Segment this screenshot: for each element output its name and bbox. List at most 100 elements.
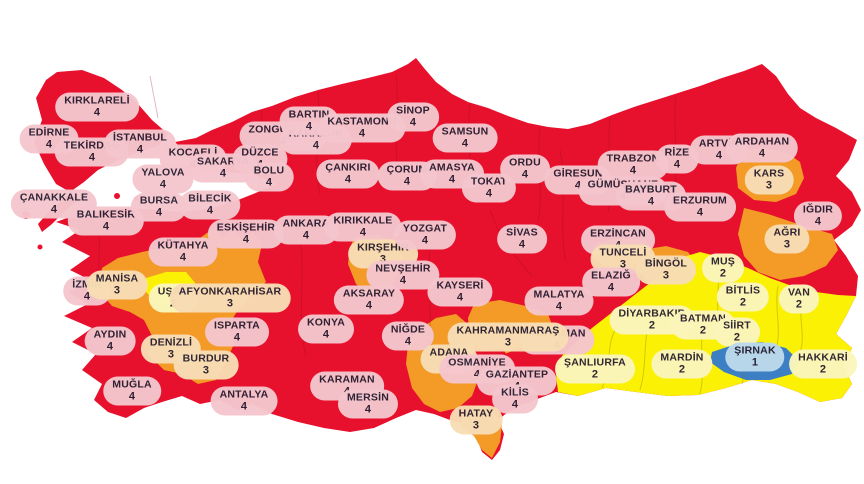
province-risk-number: 4 [179, 251, 187, 264]
island-bozcaada [37, 244, 43, 250]
province-risk-number: 4 [814, 215, 822, 228]
province-name: SİVAS [506, 226, 538, 239]
province-name: ÇORUM [386, 163, 428, 176]
province-name: ANKARA [282, 217, 330, 230]
province-bubble-kirikkale: KIRIKKALE 4 [324, 212, 402, 242]
province-bubble-afyonkarahi̇sar: AFYONKARAHİSAR 3 [169, 283, 291, 313]
province-bubble-nevşehi̇r: NEVŞEHİR 4 [366, 260, 440, 290]
province-name: ELAZIĞ [591, 269, 631, 282]
province-bubble-aksaray: AKSARAY 4 [333, 285, 405, 315]
province-name: HAKKARİ [798, 351, 848, 364]
province-bubble-çankiri: ÇANKIRI 4 [316, 159, 380, 189]
province-bubble-si̇nop: SİNOP 4 [387, 102, 439, 132]
province-risk-number: 2 [678, 363, 686, 376]
province-risk-number: 4 [448, 173, 456, 186]
province-bubble-mardi̇n: MARDİN 2 [651, 349, 713, 379]
province-risk-number: 4 [50, 203, 58, 216]
province-risk-number: 4 [265, 176, 273, 189]
province-bubble-yozgat: YOZGAT 4 [393, 220, 457, 250]
province-risk-number: 4 [136, 143, 144, 156]
province-bubble-bursa: BURSA 4 [130, 192, 188, 222]
province-name: ISPARTA [214, 319, 260, 332]
province-risk-number: 4 [219, 167, 227, 180]
province-risk-number: 2 [648, 319, 656, 332]
province-bubble-muğla: MUĞLA 4 [103, 376, 161, 406]
province-risk-number: 4 [555, 300, 563, 313]
province-bubble-kayseri̇: KAYSERİ 4 [427, 277, 493, 307]
province-risk-number: 4 [305, 120, 313, 133]
province-risk-number: 3 [504, 336, 512, 349]
province-bubble-burdur: BURDUR 3 [173, 350, 239, 380]
province-risk-number: 3 [765, 179, 773, 192]
province-risk-number: 4 [404, 335, 412, 348]
province-bubble-bi̇tli̇s: BİTLİS 2 [716, 282, 770, 312]
province-name: YALOVA [141, 166, 185, 179]
province-name: SİİRT [723, 319, 751, 332]
province-name: ERZİNCAN [590, 227, 646, 240]
province-bubble-balikesi̇r: BALIKESİR 4 [67, 206, 145, 236]
province-risk-number: 4 [715, 149, 723, 162]
province-name: ANTALYA [219, 388, 269, 401]
province-risk-number: 4 [403, 175, 411, 188]
province-risk-number: 4 [758, 147, 766, 160]
province-risk-number: 4 [45, 138, 53, 151]
province-bubble-ri̇ze: RİZE 4 [655, 144, 699, 174]
province-bubble-hatay: HATAY 3 [449, 405, 503, 435]
province-name: İSTANBUL [113, 131, 167, 144]
province-risk-number: 2 [699, 324, 707, 337]
province-bubble-aydin: AYDIN 4 [84, 326, 136, 356]
province-risk-number: 4 [128, 390, 136, 403]
province-risk-number: 4 [647, 195, 655, 208]
province-name: BİLECİK [188, 192, 232, 205]
province-risk-number: 4 [159, 178, 167, 191]
province-name: TUNCELİ [599, 246, 647, 259]
province-name: BAYBURT [625, 183, 677, 196]
province-risk-number: 4 [461, 137, 469, 150]
province-name: TRABZON [606, 152, 660, 165]
province-name: MERSİN [346, 391, 390, 404]
province-risk-number: 4 [206, 204, 214, 217]
province-risk-number: 4 [696, 206, 704, 219]
province-bubble-si̇vas: SİVAS 4 [497, 224, 547, 254]
province-name: MANİSA [95, 272, 139, 285]
province-name: NİĞDE [390, 323, 426, 336]
province-name: OSMANİYE [448, 356, 506, 369]
province-bubble-isparta: ISPARTA 4 [205, 317, 269, 347]
province-name: KARS [753, 167, 785, 180]
province-name: ŞIRNAK [734, 344, 776, 357]
province-bubble-şirnak: ŞIRNAK 1 [725, 342, 785, 372]
province-bubble-samsun: SAMSUN 4 [432, 123, 498, 153]
province-name: ERZURUM [673, 194, 727, 207]
province-risk-number: 2 [795, 298, 803, 311]
province-name: BURSA [139, 194, 179, 207]
province-name: BATMAN [680, 312, 726, 325]
province-bubble-şanliurfa: ŞANLIURFA 2 [555, 354, 635, 384]
province-risk-number: 4 [629, 164, 637, 177]
province-bubble-muş: MUŞ 2 [702, 253, 744, 283]
province-name: SİNOP [396, 104, 430, 117]
province-risk-number: 4 [312, 139, 320, 152]
province-bubble-bolu: BOLU 4 [244, 162, 294, 192]
province-risk-number: 4 [233, 331, 241, 344]
province-name: ÇANKIRI [325, 161, 371, 174]
province-bubble-konya: KONYA 4 [298, 314, 354, 344]
province-name: GAZİANTEP [485, 368, 549, 381]
province-bubble-ardahan: ARDAHAN 4 [725, 133, 799, 163]
province-bubble-van: VAN 2 [779, 284, 819, 314]
province-name: EDİRNE [28, 126, 70, 139]
province-name: BOLU [253, 164, 285, 177]
province-bubble-elaziğ: ELAZIĞ 4 [582, 267, 640, 297]
province-risk-number: 3 [783, 238, 791, 251]
province-name: ŞANLIURFA [564, 356, 626, 369]
province-risk-number: 3 [113, 284, 121, 297]
province-bubble-ağri: AĞRI 3 [764, 224, 810, 254]
province-risk-number: 3 [379, 253, 387, 266]
province-risk-number: 4 [155, 206, 163, 219]
province-risk-number: 4 [365, 299, 373, 312]
province-name: AKSARAY [342, 287, 396, 300]
province-risk-number: 4 [364, 403, 372, 416]
province-risk-number: 4 [358, 127, 366, 140]
province-bubble-bi̇ngöl: BİNGÖL 3 [635, 255, 697, 285]
province-name: TOKAT [470, 175, 508, 188]
